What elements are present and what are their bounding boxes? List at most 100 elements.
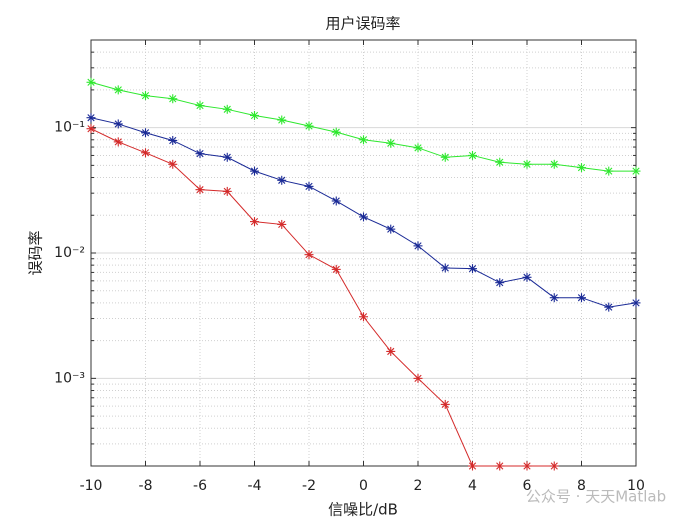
marker: [495, 461, 505, 471]
marker: [577, 293, 586, 303]
marker: [413, 373, 423, 383]
marker-stroke: [114, 120, 122, 128]
marker: [604, 166, 614, 176]
marker: [495, 278, 505, 288]
marker-stroke: [305, 122, 313, 130]
marker-stroke: [250, 167, 259, 175]
x-tick-label: 6: [523, 478, 532, 494]
marker: [168, 135, 178, 145]
x-tick-label: -2: [302, 478, 316, 494]
marker-stroke: [250, 217, 259, 226]
marker-stroke: [223, 153, 231, 161]
marker-stroke: [250, 111, 259, 120]
marker: [359, 212, 368, 222]
marker-stroke: [196, 101, 204, 110]
marker-stroke: [196, 150, 204, 158]
marker: [386, 138, 396, 148]
marker: [631, 298, 641, 308]
marker: [195, 149, 205, 159]
marker: [604, 302, 614, 312]
marker: [331, 264, 341, 274]
marker-stroke: [550, 294, 558, 302]
marker-stroke: [278, 176, 286, 184]
marker-stroke: [577, 163, 586, 172]
marker-stroke: [332, 128, 340, 136]
marker: [549, 159, 559, 169]
marker-stroke: [632, 299, 640, 307]
marker-stroke: [387, 139, 395, 147]
marker: [250, 217, 259, 227]
x-tick-label: 2: [414, 478, 423, 494]
marker-stroke: [523, 273, 531, 281]
marker-stroke: [523, 462, 531, 470]
marker-stroke: [441, 153, 449, 161]
marker-stroke: [523, 160, 531, 168]
marker-stroke: [387, 347, 395, 356]
marker: [141, 148, 150, 158]
marker-stroke: [223, 187, 231, 196]
marker: [250, 166, 259, 176]
marker-stroke: [169, 136, 177, 145]
marker-stroke: [87, 114, 95, 122]
y-tick-label: 10⁻¹: [54, 120, 85, 136]
marker: [359, 135, 368, 145]
marker-stroke: [87, 125, 95, 133]
marker-stroke: [468, 151, 477, 160]
marker-stroke: [468, 462, 477, 470]
x-tick-label: -8: [139, 478, 153, 494]
marker-stroke: [114, 138, 122, 146]
marker: [304, 121, 314, 131]
marker: [522, 461, 532, 471]
marker-stroke: [577, 294, 586, 302]
y-axis-label: 误码率: [27, 230, 45, 275]
watermark: 公众号 · 天天Matlab: [526, 488, 666, 506]
marker: [141, 128, 150, 138]
marker: [549, 461, 559, 471]
marker-stroke: [359, 136, 368, 144]
marker-stroke: [359, 313, 368, 321]
x-tick-label: 4: [468, 478, 477, 494]
marker: [86, 77, 96, 87]
marker: [359, 312, 368, 322]
x-tick-label: 10: [627, 478, 645, 494]
marker-stroke: [169, 95, 177, 103]
marker-stroke: [278, 116, 286, 124]
x-tick-label: -4: [248, 478, 262, 494]
marker: [222, 152, 232, 162]
marker: [86, 113, 96, 123]
marker: [522, 159, 532, 169]
marker-stroke: [141, 129, 150, 137]
marker-stroke: [550, 462, 558, 470]
marker: [168, 159, 178, 169]
marker-stroke: [632, 167, 640, 175]
marker-stroke: [550, 160, 558, 168]
marker: [141, 91, 150, 101]
marker: [250, 110, 259, 120]
marker: [222, 186, 232, 196]
y-tick-label: 10⁻³: [54, 370, 85, 386]
x-tick-label: 8: [577, 478, 586, 494]
marker-stroke: [605, 303, 613, 311]
marker-stroke: [114, 86, 122, 94]
marker-stroke: [359, 213, 368, 221]
marker: [331, 196, 341, 206]
marker: [386, 346, 396, 356]
x-tick-label: -6: [193, 478, 207, 494]
marker: [413, 241, 423, 251]
marker: [195, 101, 205, 111]
marker: [386, 224, 396, 234]
marker-stroke: [441, 400, 449, 409]
marker-stroke: [414, 242, 422, 250]
marker: [549, 293, 559, 303]
marker: [277, 115, 287, 125]
marker: [168, 94, 178, 104]
marker-stroke: [496, 462, 504, 470]
x-tick-label: 0: [359, 478, 368, 494]
plot-frame: [90, 39, 637, 467]
marker: [113, 137, 123, 147]
marker-stroke: [223, 105, 231, 113]
marker-stroke: [414, 374, 422, 382]
marker-stroke: [414, 144, 422, 152]
